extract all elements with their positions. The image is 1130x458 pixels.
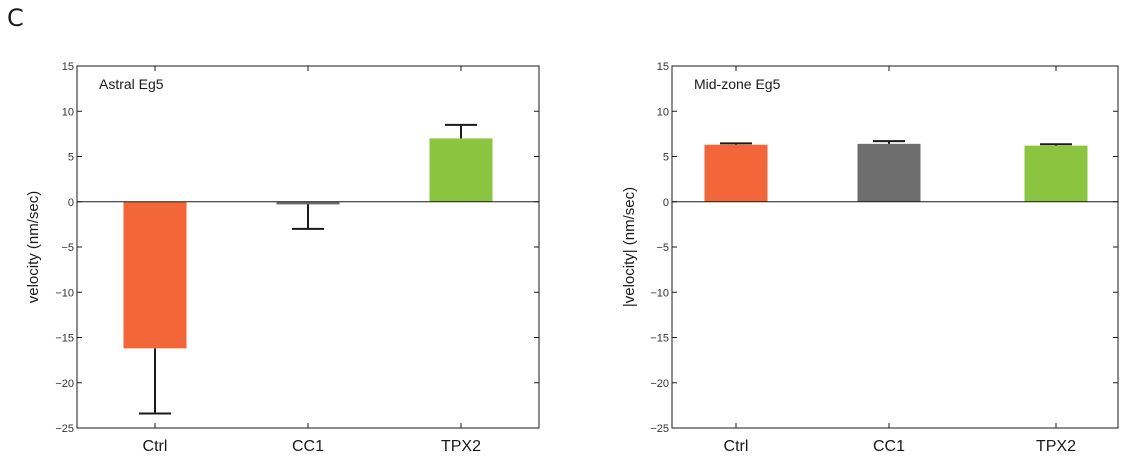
y-tick-label: 0: [68, 197, 74, 209]
error-bar-ctrl: [720, 142, 752, 145]
category-label-ctrl: Ctrl: [724, 438, 749, 455]
category-label-tpx2: TPX2: [441, 438, 481, 455]
chart-title: Mid-zone Eg5: [694, 76, 781, 92]
y-axis-title: velocity (nm/sec): [25, 191, 42, 304]
error-bar-cc1: [873, 140, 905, 144]
chart-2: −25 −20 −15 −10 −5 0 5 10 15 Ctrl CC1 TPX2 |velocity…: [621, 61, 1119, 455]
panel-label: C: [7, 4, 24, 32]
category-label-cc1: CC1: [873, 438, 905, 455]
chart-1: −25 −20 −15 −10 −5 0 5 10 15 Ctrl CC1 TPX2 velocity …: [25, 61, 540, 455]
category-label-ctrl: Ctrl: [143, 438, 168, 455]
y-tick-label: −10: [650, 287, 669, 299]
bar-tpx2: [1024, 145, 1088, 202]
y-tick-label: −5: [656, 242, 669, 254]
error-bar-ctrl: [139, 348, 171, 415]
bar-cc1: [276, 201, 340, 205]
y-axis-title: |velocity| (nm/sec): [621, 187, 638, 307]
y-tick-label: −25: [55, 423, 74, 435]
error-bar-cc1: [292, 204, 324, 230]
y-tick-label: −20: [650, 378, 669, 390]
y-tick-label: 15: [62, 61, 74, 73]
y-tick-label: −20: [55, 378, 74, 390]
bar-ctrl: [704, 144, 768, 202]
y-tick-label: −25: [650, 423, 669, 435]
y-tick-label: −10: [55, 287, 74, 299]
error-bar-tpx2: [1040, 143, 1072, 146]
y-tick-label: 10: [657, 106, 669, 118]
y-tick-label: −15: [650, 333, 669, 345]
y-tick-label: 5: [663, 152, 669, 164]
bar-cc1: [857, 143, 921, 202]
y-tick-label: −5: [61, 242, 74, 254]
y-tick-label: 10: [62, 106, 74, 118]
y-tick-label: 15: [657, 61, 669, 73]
category-label-cc1: CC1: [292, 438, 324, 455]
chart-title: Astral Eg5: [99, 76, 164, 92]
y-tick-label: 0: [663, 197, 669, 209]
category-label-tpx2: TPX2: [1036, 438, 1076, 455]
error-bar-tpx2: [445, 123, 477, 139]
y-tick-label: 5: [68, 152, 74, 164]
plot-frame: [671, 65, 1119, 429]
y-tick-label: −15: [55, 333, 74, 345]
bar-ctrl: [123, 201, 187, 349]
bar-tpx2: [429, 138, 493, 202]
